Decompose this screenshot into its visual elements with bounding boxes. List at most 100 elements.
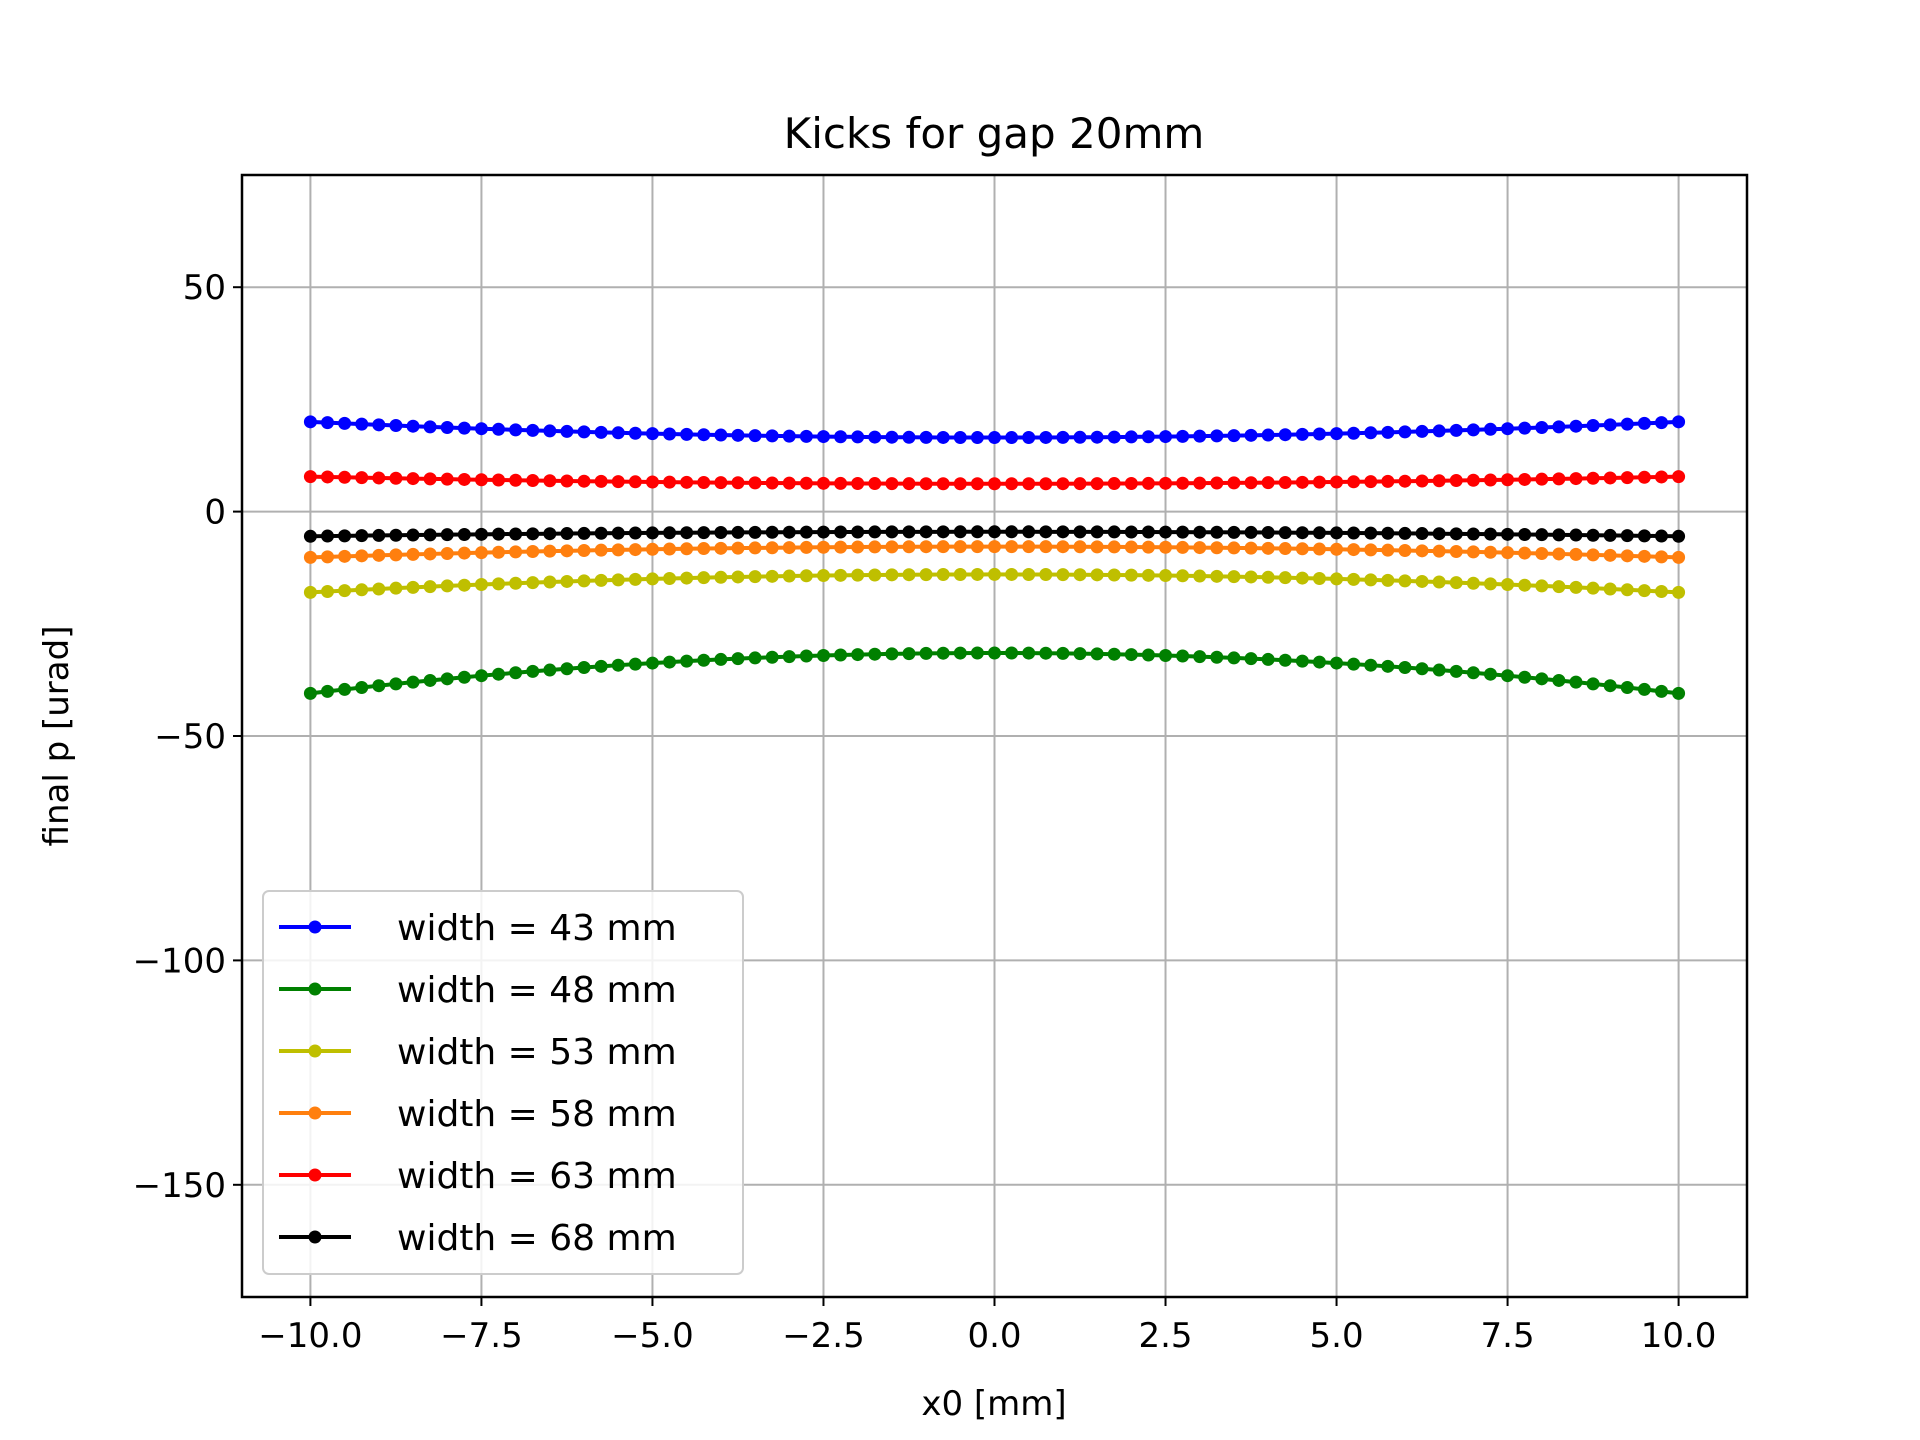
data-point <box>1637 549 1651 563</box>
data-point <box>1501 578 1515 592</box>
data-point <box>834 540 848 554</box>
data-point <box>338 529 352 543</box>
data-point <box>1381 659 1395 673</box>
data-point <box>1176 476 1190 490</box>
legend-swatch-marker <box>308 982 322 996</box>
data-point <box>782 429 796 443</box>
data-point <box>1347 543 1361 557</box>
data-point <box>1415 574 1429 588</box>
data-point <box>1654 550 1668 564</box>
data-point <box>1039 477 1053 491</box>
data-point <box>868 647 882 661</box>
data-point <box>1124 476 1138 490</box>
data-point <box>782 569 796 583</box>
data-point <box>1039 540 1053 554</box>
data-point <box>406 472 420 486</box>
data-point <box>697 542 711 556</box>
data-point <box>1347 526 1361 540</box>
data-point <box>970 477 984 491</box>
data-point <box>1261 526 1275 540</box>
data-point <box>1569 547 1583 561</box>
data-point <box>748 476 762 490</box>
data-point <box>731 525 745 539</box>
data-point <box>1620 529 1634 543</box>
data-point <box>1227 651 1241 665</box>
data-point <box>321 416 335 430</box>
data-point <box>1022 477 1036 491</box>
data-point <box>1176 649 1190 663</box>
data-point <box>714 541 728 555</box>
data-point <box>1141 476 1155 490</box>
data-point <box>868 477 882 491</box>
data-point <box>765 650 779 664</box>
data-point <box>816 540 830 554</box>
data-point <box>1637 416 1651 430</box>
data-point <box>1654 416 1668 430</box>
data-point <box>372 471 386 485</box>
data-point <box>1295 427 1309 441</box>
data-point <box>1398 526 1412 540</box>
data-point <box>406 675 420 689</box>
data-point <box>1449 545 1463 559</box>
data-point <box>1176 429 1190 443</box>
data-point <box>988 540 1001 554</box>
data-point <box>1620 471 1634 485</box>
data-point <box>355 471 369 485</box>
data-point <box>970 431 984 445</box>
data-point <box>406 528 420 542</box>
data-point <box>663 526 677 540</box>
data-point <box>594 543 608 557</box>
legend-label: width = 53 mm <box>397 1032 677 1073</box>
data-point <box>1278 475 1292 489</box>
data-point <box>1159 476 1173 490</box>
data-point <box>885 430 899 444</box>
x-tick-label: 2.5 <box>1138 1316 1192 1356</box>
data-point <box>372 679 386 693</box>
data-point <box>1586 471 1600 485</box>
data-point <box>1518 670 1532 684</box>
data-point <box>919 430 933 444</box>
data-point <box>1449 423 1463 437</box>
data-point <box>988 525 1001 539</box>
data-point <box>782 476 796 490</box>
data-point <box>560 662 574 676</box>
data-point <box>1312 526 1326 540</box>
data-point <box>885 477 899 491</box>
data-point <box>543 544 557 558</box>
data-point <box>1466 527 1480 541</box>
data-point <box>851 525 865 539</box>
data-point <box>1005 477 1019 491</box>
data-point <box>1620 417 1634 431</box>
legend-label: width = 48 mm <box>397 970 677 1011</box>
data-point <box>885 540 899 554</box>
data-point <box>321 584 335 598</box>
data-point <box>1432 575 1446 589</box>
data-point <box>885 525 899 539</box>
data-point <box>577 574 591 588</box>
data-point <box>1449 527 1463 541</box>
data-point <box>765 429 779 443</box>
data-point <box>1073 477 1087 491</box>
data-point <box>1193 476 1207 490</box>
data-point <box>953 567 967 581</box>
data-point <box>663 427 677 441</box>
data-point <box>680 654 694 668</box>
data-point <box>1466 666 1480 680</box>
data-point <box>440 672 454 686</box>
data-point <box>423 472 437 486</box>
data-point <box>1227 525 1241 539</box>
data-point <box>970 540 984 554</box>
data-point <box>731 570 745 584</box>
data-point <box>799 429 813 443</box>
data-point <box>851 540 865 554</box>
data-point <box>1603 582 1617 596</box>
data-point <box>851 648 865 662</box>
legend-item: width = 43 mm <box>279 908 677 949</box>
data-point <box>1330 427 1344 441</box>
data-point <box>440 546 454 560</box>
data-point <box>1501 422 1515 436</box>
data-point <box>509 545 523 559</box>
data-point <box>1193 429 1207 443</box>
x-tick-label: 5.0 <box>1310 1316 1364 1356</box>
data-point <box>1244 525 1258 539</box>
